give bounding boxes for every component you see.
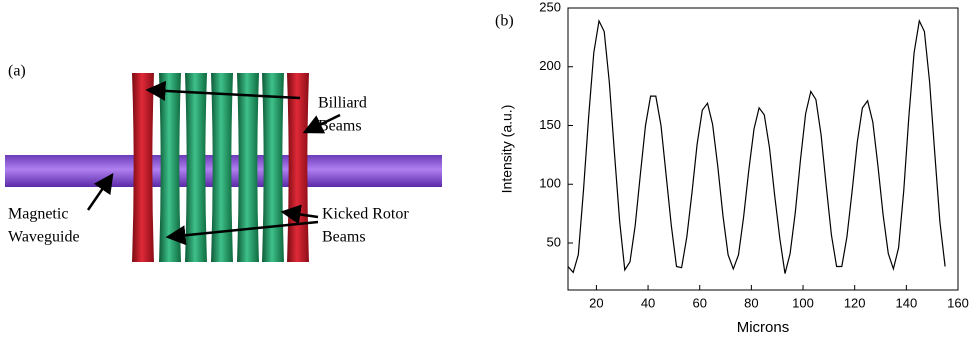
x-tick-label: 120 [844,295,866,310]
arrow [145,80,301,101]
x-tick-label: 160 [947,295,969,310]
kicked-label: Beams [322,229,366,246]
waveguide-label: Magnetic [8,206,68,223]
beam [159,73,181,262]
plot-frame [567,7,959,291]
billiard-label: Beams [318,118,362,135]
beam [237,73,259,262]
beam [262,73,284,262]
billiard-label: Billiard [318,95,367,112]
panel-label: (b) [495,13,514,30]
data-line [567,18,946,274]
x-tick-label: 100 [792,295,814,310]
arrow [302,113,341,134]
y-tick-label: 100 [539,176,561,191]
waveguide-label: Waveguide [8,229,80,246]
x-tick-label: 20 [589,295,603,310]
y-tick-label: 250 [539,0,561,14]
arrow [86,172,114,211]
y-axis-label: Intensity (a.u.) [499,105,515,194]
beam [287,73,309,262]
beam [185,73,207,262]
diagram: (a) Billiard Beams Magnetic Waveguide Ki… [5,63,442,262]
x-tick-label: 80 [744,295,758,310]
arrow [165,220,319,246]
x-tick-label: 60 [692,295,706,310]
y-tick-label: 200 [539,58,561,73]
arrow [280,204,319,225]
x-tick-label: 140 [895,295,917,310]
beam [132,73,154,262]
beam [211,73,233,262]
x-tick-label: 40 [641,295,655,310]
panel-label: (a) [8,63,26,80]
x-axis-label: Microns [737,319,790,336]
kicked-label: Kicked Rotor [322,206,409,223]
y-tick-label: 150 [539,117,561,132]
chart: 20 40 60 80 100 120 140 160 50 100 150 200 250 Micron… [495,0,969,336]
y-tick-label: 50 [547,234,561,249]
